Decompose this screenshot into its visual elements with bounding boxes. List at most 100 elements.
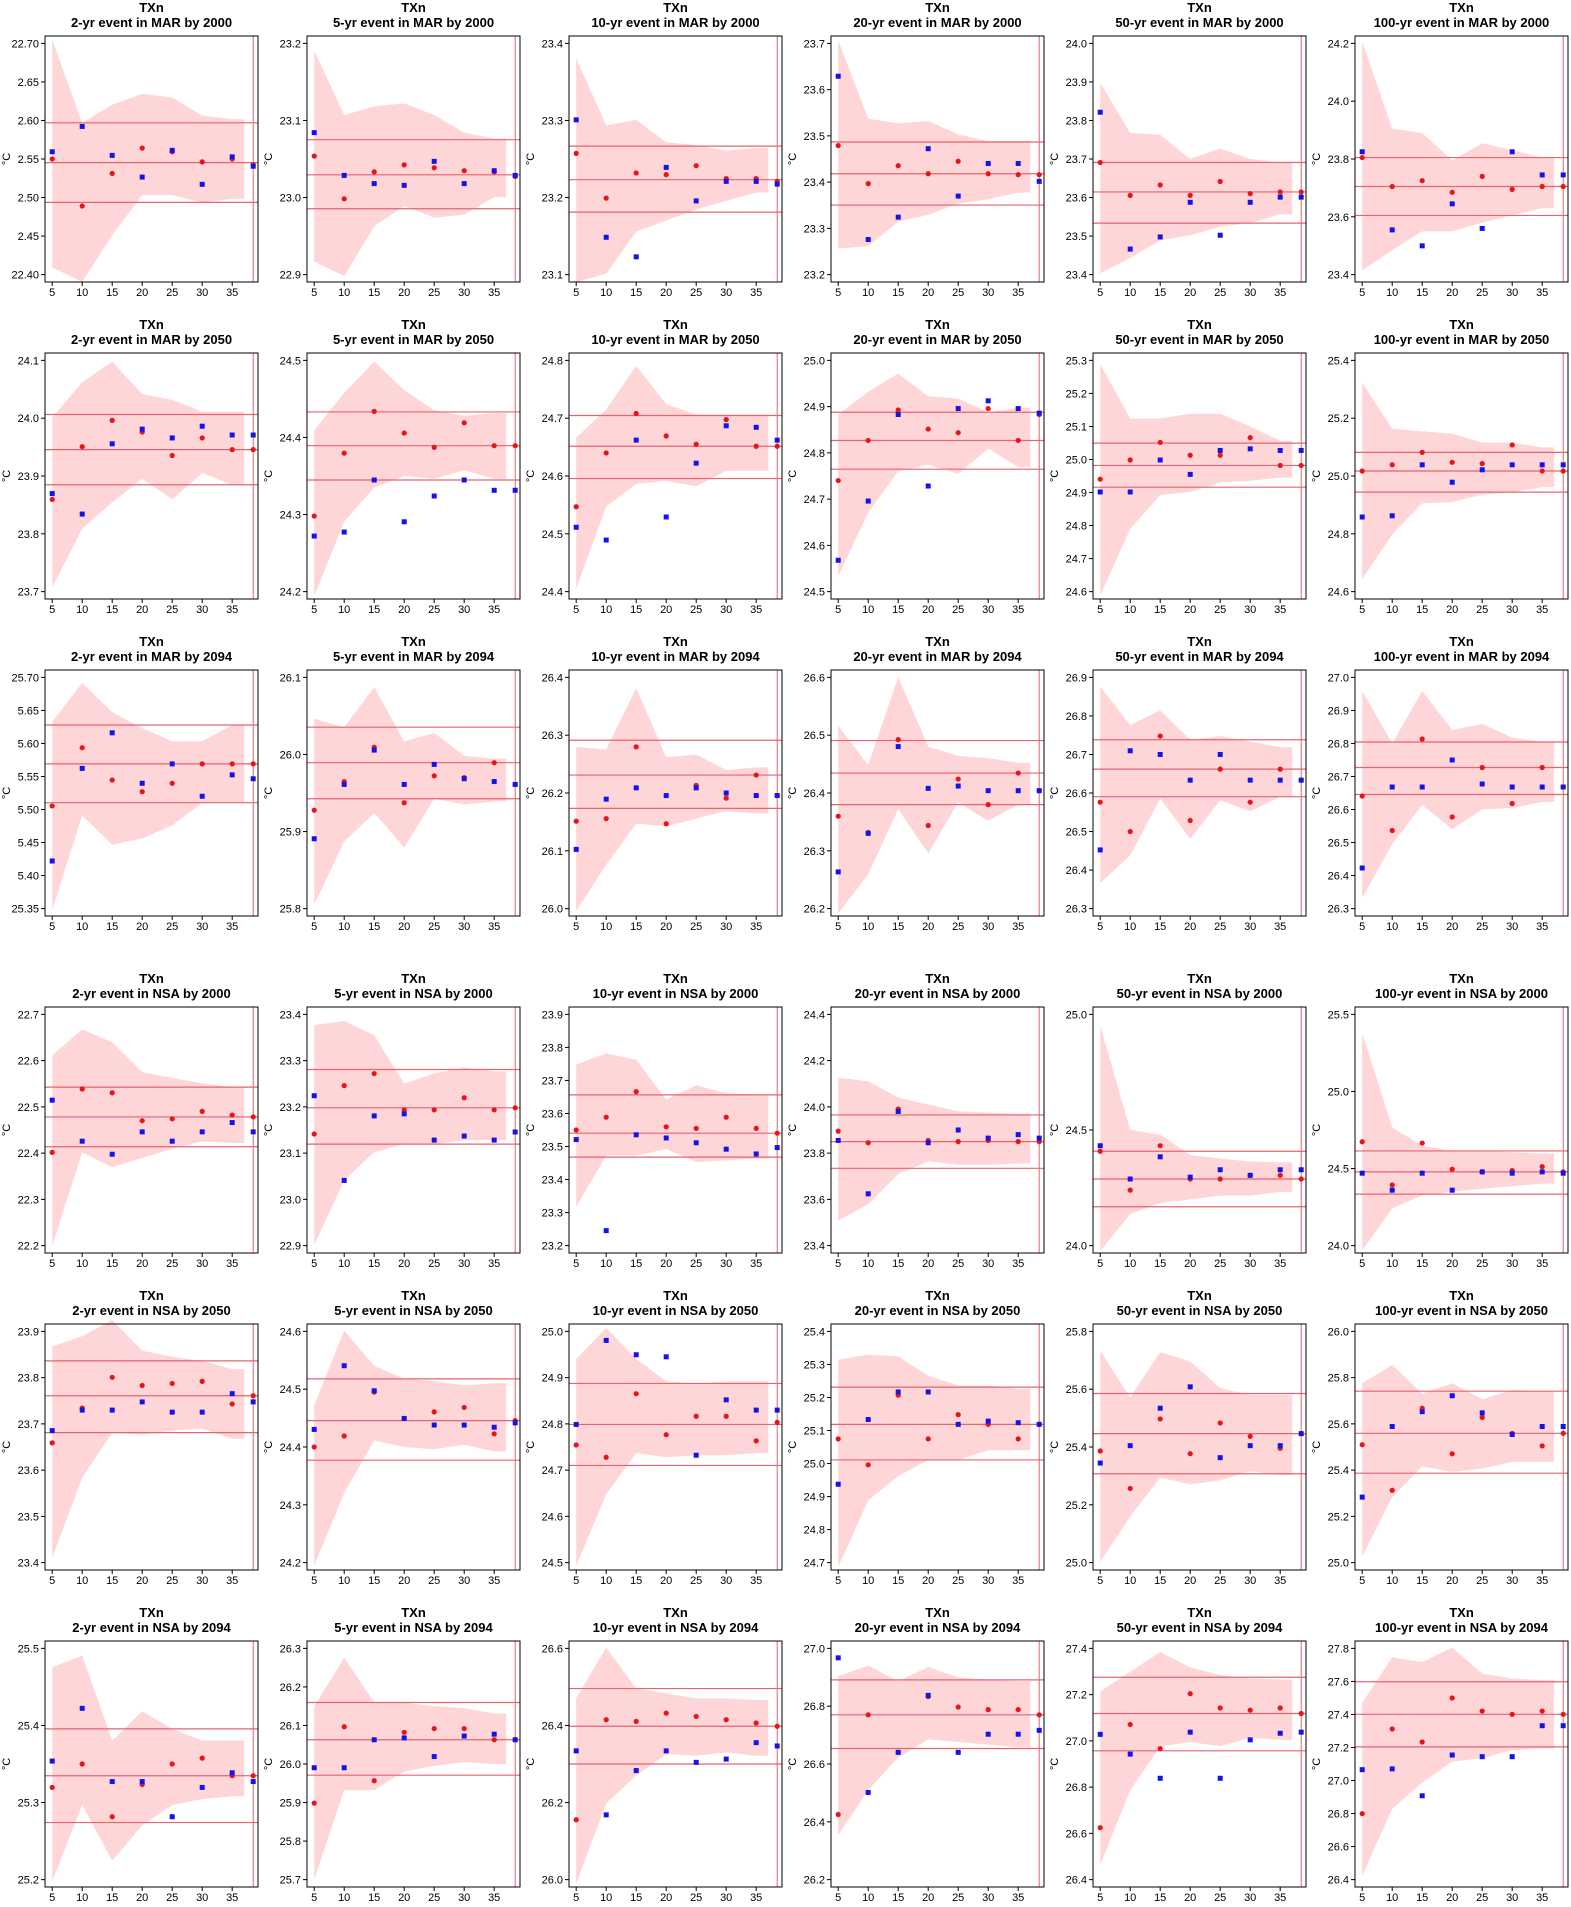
x-tick-label: 30 <box>720 287 732 297</box>
data-point-square <box>491 168 497 174</box>
y-tick-label: 23.8 <box>804 1148 825 1160</box>
data-point-circle <box>1247 1707 1253 1713</box>
y-tick-label: 26.0 <box>280 749 301 761</box>
data-point-circle <box>49 496 55 503</box>
data-point-circle <box>753 1438 759 1444</box>
data-point-circle <box>723 417 729 423</box>
y-tick-label: 25.4 <box>1066 1442 1087 1454</box>
y-tick-label: 26.2 <box>542 1798 563 1810</box>
data-point-square <box>1015 406 1021 412</box>
data-point-square <box>1419 1170 1425 1176</box>
data-point-square <box>774 1145 780 1151</box>
data-point-circle <box>633 410 639 417</box>
y-axis-label: °C <box>525 1441 537 1453</box>
chart-panel: TXn 2-yr event in MAR by 2050 5 10 15 20 25 30 3… <box>0 317 261 627</box>
y-tick-label: 23.4 <box>542 38 563 50</box>
data-point-circle <box>169 1761 175 1767</box>
chart-title: TXn <box>1187 1605 1212 1620</box>
plot-frame <box>830 35 1045 283</box>
y-axis-label: °C <box>263 787 275 799</box>
data-point-square <box>1036 178 1042 184</box>
y-axis-label: °C <box>1 1441 13 1453</box>
data-point-square <box>199 1129 205 1135</box>
x-tick-label: 15 <box>106 604 118 614</box>
data-point-square <box>512 487 518 493</box>
data-point-circle <box>311 1131 317 1137</box>
data-point-circle <box>835 813 841 819</box>
x-tick-label: 25 <box>690 921 702 931</box>
data-point-circle <box>461 1725 467 1732</box>
x-tick-label: 20 <box>660 1892 672 1902</box>
data-point-circle <box>1127 192 1133 198</box>
y-tick-label: 24.7 <box>542 413 563 425</box>
y-tick-label: 24.3 <box>280 1500 301 1512</box>
y-tick-label: 24.6 <box>542 471 563 483</box>
data-point-circle <box>431 1107 437 1113</box>
y-tick-label: 26.8 <box>1328 738 1349 750</box>
x-tick-label: 5 <box>311 1892 317 1902</box>
data-point-circle <box>199 1378 205 1384</box>
data-point-circle <box>49 1784 55 1791</box>
y-tick-label: 26.0 <box>542 904 563 916</box>
data-point-square <box>461 1133 467 1139</box>
y-tick-label: 26.3 <box>1328 904 1349 916</box>
x-tick-label: 35 <box>750 287 762 297</box>
chart-panel: TXn 10-yr event in NSA by 2050 5 10 15 20 25 30… <box>524 1288 785 1598</box>
data-point-square <box>835 1481 841 1487</box>
x-tick-label: 30 <box>1244 604 1256 614</box>
data-point-square <box>663 164 669 170</box>
data-point-square <box>1157 751 1163 757</box>
x-tick-label: 15 <box>630 1258 642 1268</box>
y-tick-label: 27.0 <box>1066 1736 1087 1748</box>
y-tick-label: 24.7 <box>804 494 825 506</box>
data-point-square <box>1298 1167 1304 1173</box>
x-tick-label: 30 <box>196 1575 208 1585</box>
data-point-circle <box>1097 1825 1103 1831</box>
x-tick-label: 30 <box>1506 1575 1518 1585</box>
y-tick-label: 25.5 <box>1328 1009 1349 1021</box>
chart-panel: TXn 20-yr event in MAR by 2050 5 10 15 20 25 30… <box>786 317 1047 627</box>
y-tick-label: 26.1 <box>542 846 563 858</box>
y-tick-label: 24.6 <box>280 1326 301 1338</box>
x-tick-label: 30 <box>196 921 208 931</box>
y-tick-label: 25.0 <box>1066 454 1087 466</box>
y-tick-label: 23.3 <box>280 1056 301 1068</box>
data-point-circle <box>139 789 145 795</box>
y-axis-label: °C <box>787 1758 799 1770</box>
data-point-square <box>229 1391 235 1397</box>
data-point-circle <box>1277 1705 1283 1711</box>
data-point-square <box>1036 1727 1042 1733</box>
x-tick-label: 35 <box>750 604 762 614</box>
y-tick-label: 26.2 <box>542 788 563 800</box>
chart-subtitle: 100-yr event in NSA by 2094 <box>1375 1620 1549 1635</box>
x-tick-label: 30 <box>458 287 470 297</box>
data-point-circle <box>1277 1172 1283 1178</box>
x-tick-label: 30 <box>982 921 994 931</box>
data-point-circle <box>401 1729 407 1735</box>
data-point-square <box>1157 1775 1163 1781</box>
data-point-circle <box>139 1382 145 1389</box>
data-point-square <box>723 1397 729 1403</box>
x-tick-label: 10 <box>76 1575 88 1585</box>
data-point-square <box>753 1151 759 1157</box>
x-tick-label: 10 <box>600 287 612 297</box>
x-tick-label: 35 <box>750 1575 762 1585</box>
x-tick-label: 30 <box>720 1575 732 1585</box>
data-point-square <box>49 1428 55 1434</box>
x-tick-label: 35 <box>1012 1892 1024 1902</box>
y-axis-label: °C <box>525 153 537 165</box>
data-point-square <box>1560 784 1566 790</box>
x-tick-label: 35 <box>226 287 238 297</box>
x-tick-label: 35 <box>1536 1892 1548 1902</box>
data-point-square <box>1539 1723 1545 1729</box>
x-tick-label: 10 <box>1386 1258 1398 1268</box>
y-axis-label: °C <box>1 153 13 165</box>
x-tick-label: 20 <box>660 604 672 614</box>
data-point-circle <box>311 807 317 813</box>
data-point-square <box>1298 447 1304 453</box>
